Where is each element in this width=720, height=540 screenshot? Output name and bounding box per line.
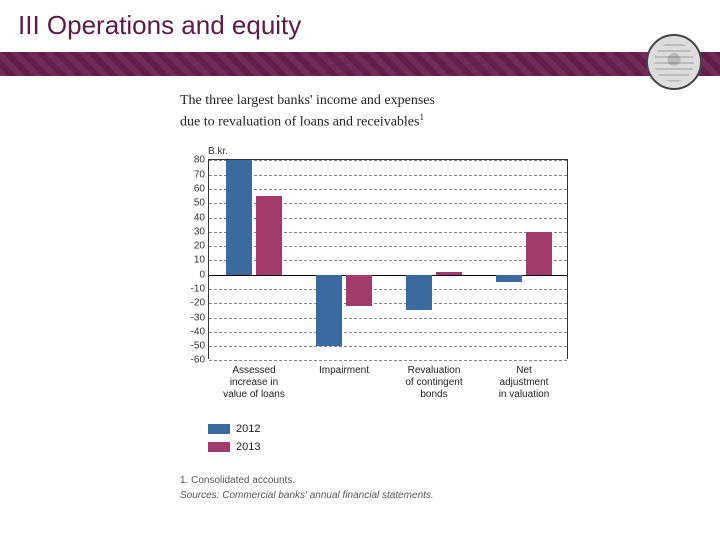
x-tick-label: Assessedincrease invalue of loans xyxy=(209,365,299,401)
gridline xyxy=(209,318,567,319)
y-tick-label: -20 xyxy=(191,298,205,309)
legend-label-2013: 2013 xyxy=(236,441,260,453)
footnote-1: 1. Consolidated accounts. xyxy=(180,473,580,488)
x-tick-label: Revaluationof contingentbonds xyxy=(389,365,479,401)
x-tick-label: Netadjustmentin valuation xyxy=(479,365,569,401)
page-title: III Operations and equity xyxy=(18,10,301,41)
bar xyxy=(316,275,342,346)
gridline xyxy=(209,289,567,290)
bar xyxy=(346,275,372,306)
y-tick-label: -30 xyxy=(191,312,205,323)
header-divider xyxy=(0,52,720,76)
chart-title-line2: due to revaluation of loans and receivab… xyxy=(180,115,419,130)
x-tick-label: Impairment xyxy=(299,365,389,377)
y-tick-label: 60 xyxy=(194,184,205,195)
legend-swatch-2012 xyxy=(208,424,230,434)
plot-box: -60-50-40-30-20-1001020304050607080Asses… xyxy=(208,159,568,359)
seal-logo xyxy=(646,34,702,90)
gridline xyxy=(209,175,567,176)
bar xyxy=(226,160,252,274)
chart-title-line1: The three largest banks' income and expe… xyxy=(180,93,435,108)
bar xyxy=(406,275,432,311)
bar xyxy=(526,232,552,275)
plot-area: -60-50-40-30-20-1001020304050607080Asses… xyxy=(208,159,568,359)
y-tick-label: 10 xyxy=(194,255,205,266)
bar xyxy=(436,272,462,275)
bar xyxy=(496,275,522,282)
gridline xyxy=(209,160,567,161)
y-tick-label: 70 xyxy=(194,169,205,180)
chart-title-sup: 1 xyxy=(419,112,424,122)
y-tick-label: 0 xyxy=(199,269,205,280)
gridline xyxy=(209,303,567,304)
y-tick-label: -60 xyxy=(191,355,205,366)
y-unit-label: B.kr. xyxy=(208,146,580,157)
y-tick-label: 40 xyxy=(194,212,205,223)
gridline xyxy=(209,346,567,347)
gridline xyxy=(209,332,567,333)
y-tick-label: -40 xyxy=(191,326,205,337)
y-tick-label: 50 xyxy=(194,198,205,209)
legend-item-2012: 2012 xyxy=(208,423,260,435)
gridline xyxy=(209,189,567,190)
legend: 2012 2013 xyxy=(208,423,580,455)
bar xyxy=(256,196,282,275)
footnote-sources: Sources: Commercial banks' annual financ… xyxy=(180,488,580,503)
y-tick-label: 80 xyxy=(194,155,205,166)
legend-item-2013: 2013 xyxy=(208,441,260,453)
y-tick-label: -50 xyxy=(191,341,205,352)
y-tick-label: 20 xyxy=(194,241,205,252)
chart-title: The three largest banks' income and expe… xyxy=(180,92,580,132)
chart-card: The three largest banks' income and expe… xyxy=(180,92,580,503)
gridline xyxy=(209,360,567,361)
y-tick-label: 30 xyxy=(194,226,205,237)
footnotes: 1. Consolidated accounts. Sources: Comme… xyxy=(180,473,580,503)
y-tick-label: -10 xyxy=(191,284,205,295)
legend-swatch-2013 xyxy=(208,442,230,452)
legend-label-2012: 2012 xyxy=(236,423,260,435)
